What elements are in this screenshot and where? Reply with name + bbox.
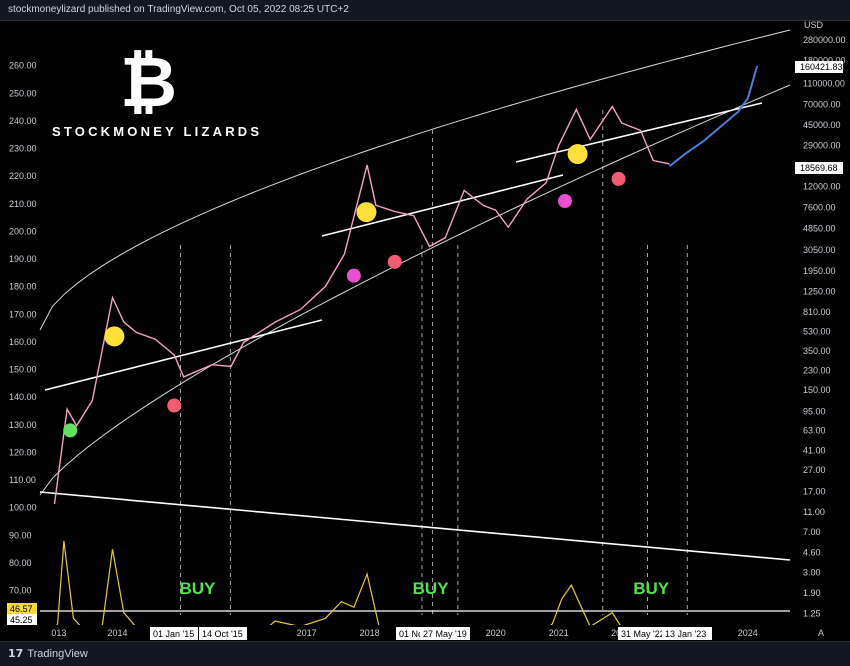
signal-marker: [568, 144, 588, 164]
price-axis-tick: 70000.00: [803, 99, 841, 109]
signal-marker: [388, 255, 402, 269]
price-axis-tick: 4.60: [803, 547, 821, 557]
publish-header: stockmoneylizard published on TradingVie…: [0, 0, 850, 21]
price-axis-tick: 1.25: [803, 608, 821, 618]
price-axis-tick: 45000.00: [803, 120, 841, 130]
price-axis-tick: 41.00: [803, 446, 826, 456]
publish-text: stockmoneylizard published on TradingVie…: [8, 4, 349, 15]
price-axis-tick: 7.00: [803, 527, 821, 537]
price-axis-tick: 1950.00: [803, 266, 836, 276]
indicator-axis-tick: 170.00: [9, 309, 37, 319]
indicator-badge: 45.25: [10, 615, 33, 625]
x-axis-year: 2018: [360, 628, 380, 638]
indicator-axis-tick: 80.00: [9, 558, 32, 568]
price-axis-tick: 12000.00: [803, 181, 841, 191]
signal-marker: [63, 423, 77, 437]
indicator-axis-tick: 140.00: [9, 392, 37, 402]
indicator-axis-tick: 70.00: [9, 586, 32, 596]
x-axis-date-badge: 13 Jan '23: [665, 629, 706, 639]
signal-marker: [558, 194, 572, 208]
price-axis-tick: 810.00: [803, 307, 831, 317]
price-axis-tick: 7600.00: [803, 203, 836, 213]
x-axis-date-badge: 31 May '22: [621, 629, 665, 639]
price-axis-tick: 4850.00: [803, 224, 836, 234]
x-axis-year: 2020: [486, 628, 506, 638]
price-axis-tick: 280000.00: [803, 35, 846, 45]
price-axis-tick: 3050.00: [803, 245, 836, 255]
price-axis-unit: USD: [804, 21, 824, 30]
indicator-axis-tick: 150.00: [9, 365, 37, 375]
indicator-axis-tick: 230.00: [9, 144, 37, 154]
x-axis-year: 2024: [738, 628, 758, 638]
price-axis-tick: 63.00: [803, 426, 826, 436]
brand-name: STOCKMONEY LIZARDS: [52, 124, 262, 139]
x-axis-date-badge: 14 Oct '15: [202, 629, 243, 639]
price-axis-tick: 3.00: [803, 568, 821, 578]
price-axis-tick: 530.00: [803, 327, 831, 337]
price-axis-tick: 17.00: [803, 487, 826, 497]
indicator-axis-tick: 100.00: [9, 503, 37, 513]
indicator-axis-tick: 200.00: [9, 226, 37, 236]
tradingview-logo[interactable]: 17 TradingView: [8, 647, 88, 660]
signal-marker: [104, 326, 124, 346]
price-axis-tick: 150.00: [803, 385, 831, 395]
indicator-axis-tick: 160.00: [9, 337, 37, 347]
price-badge: 18569.68: [800, 163, 838, 173]
indicator-axis-tick: 120.00: [9, 447, 37, 457]
indicator-axis-tick: 210.00: [9, 199, 37, 209]
price-axis-tick: 1250.00: [803, 287, 836, 297]
indicator-axis-tick: 220.00: [9, 171, 37, 181]
price-axis-tick: 350.00: [803, 346, 831, 356]
price-axis-tick: 11.00: [803, 507, 825, 517]
x-axis-date-badge: 27 May '19: [423, 629, 467, 639]
price-axis-tick: 1.90: [803, 588, 821, 598]
indicator-axis-tick: 90.00: [9, 530, 32, 540]
x-axis-year: 2014: [108, 628, 128, 638]
buy-annotation: BUY: [179, 579, 216, 598]
tradingview-logo-icon: 17: [8, 647, 23, 660]
x-axis-year: 2021: [549, 628, 569, 638]
bitcoin-logo-icon: ₿: [120, 47, 177, 117]
price-axis-tick: 230.00: [803, 365, 831, 375]
indicator-badge: 46.57: [10, 604, 33, 614]
signal-marker: [356, 202, 376, 222]
price-axis-tick: 110000.00: [803, 78, 845, 88]
tradingview-footer: 17 TradingView: [0, 641, 850, 666]
x-axis-date-badge: 01 Jan '15: [153, 629, 194, 639]
price-axis-tick: 95.00: [803, 406, 826, 416]
indicator-axis-tick: 250.00: [9, 88, 37, 98]
price-axis-tick: 27.00: [803, 465, 826, 475]
x-axis-year: 2017: [297, 628, 317, 638]
buy-annotation: BUY: [413, 579, 450, 598]
indicator-axis-tick: 190.00: [9, 254, 37, 264]
signal-marker: [167, 399, 181, 413]
indicator-axis-tick: 110.00: [9, 475, 36, 485]
signal-marker: [347, 269, 361, 283]
buy-annotation: BUY: [633, 579, 670, 598]
indicator-axis-tick: 260.00: [9, 61, 37, 71]
axis-auto-scale-label: A: [818, 628, 824, 638]
x-axis-year: 013: [51, 628, 66, 638]
price-axis-tick: 29000.00: [803, 140, 841, 150]
indicator-axis-tick: 240.00: [9, 116, 37, 126]
tradingview-logo-text: TradingView: [27, 648, 88, 660]
indicator-axis-tick: 180.00: [9, 282, 37, 292]
signal-marker: [612, 172, 626, 186]
price-badge: 160421.83: [800, 62, 843, 72]
indicator-axis-tick: 130.00: [9, 420, 37, 430]
